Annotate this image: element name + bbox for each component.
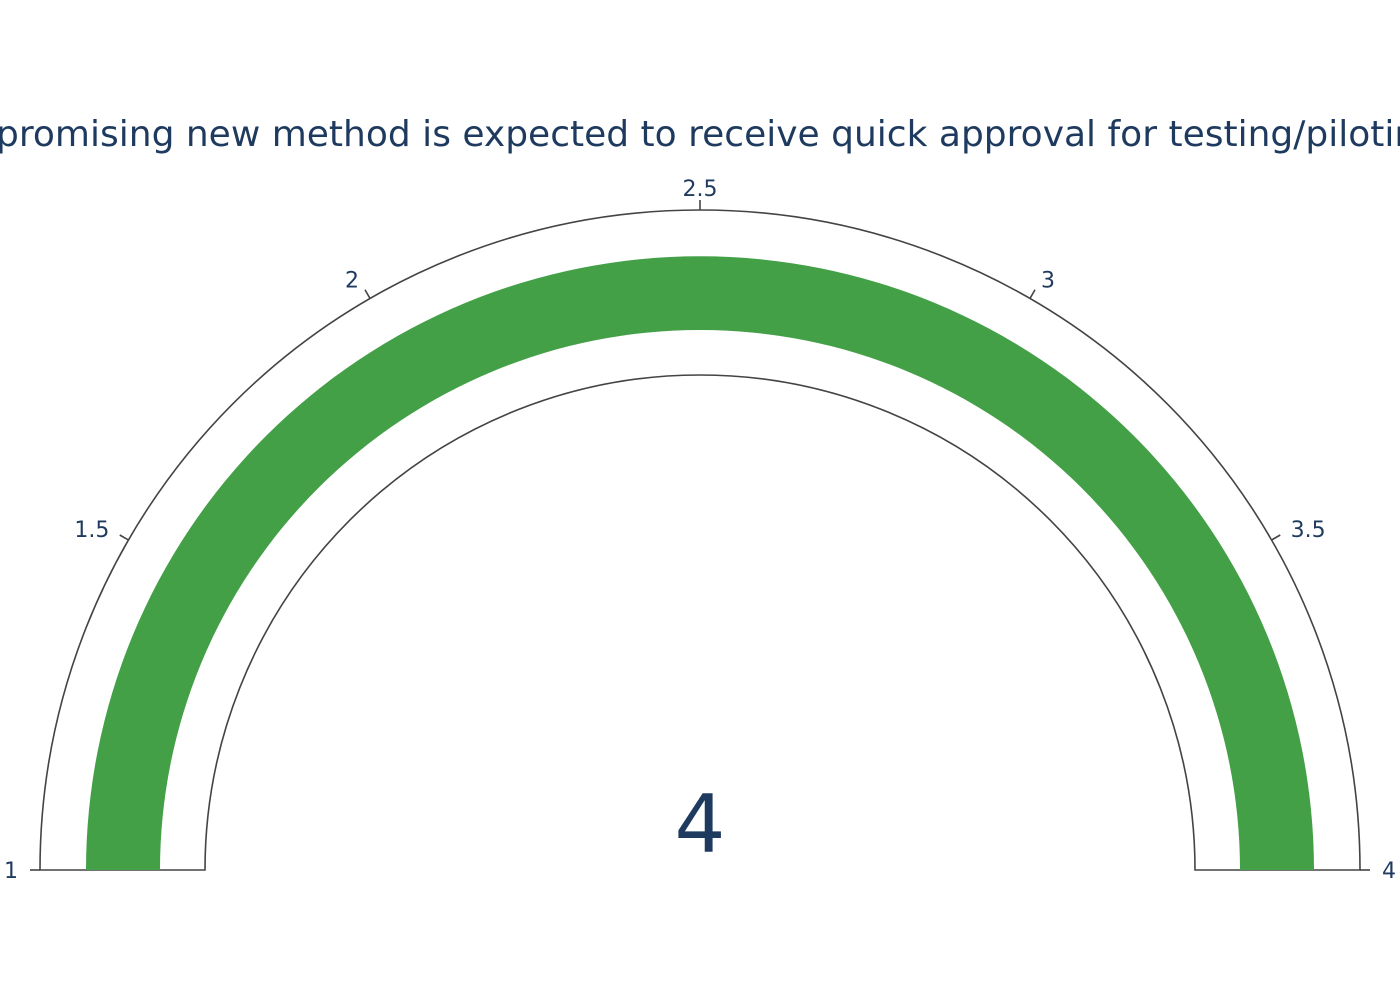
tick-mark — [364, 289, 371, 299]
tick-mark — [1029, 289, 1036, 299]
gauge-number: 4 — [675, 778, 726, 871]
gauge-tick-labels: 1 1.5 2 2.5 3 3.5 4 — [4, 177, 1396, 884]
tick-label: 3 — [1041, 268, 1055, 293]
tick-label: 4 — [1382, 859, 1396, 884]
tick-mark — [119, 534, 129, 541]
gauge-outline — [39, 209, 1361, 871]
tick-label: 1 — [4, 859, 18, 884]
tick-mark — [1271, 534, 1281, 541]
tick-label: 2 — [345, 268, 359, 293]
tick-label: 3.5 — [1291, 518, 1326, 543]
gauge-ticks — [30, 200, 1370, 871]
tick-label: 1.5 — [74, 518, 109, 543]
gauge-value-bar — [86, 256, 1314, 870]
tick-label: 2.5 — [683, 177, 718, 202]
chart-title: A promising new method is expected to re… — [0, 114, 1400, 155]
